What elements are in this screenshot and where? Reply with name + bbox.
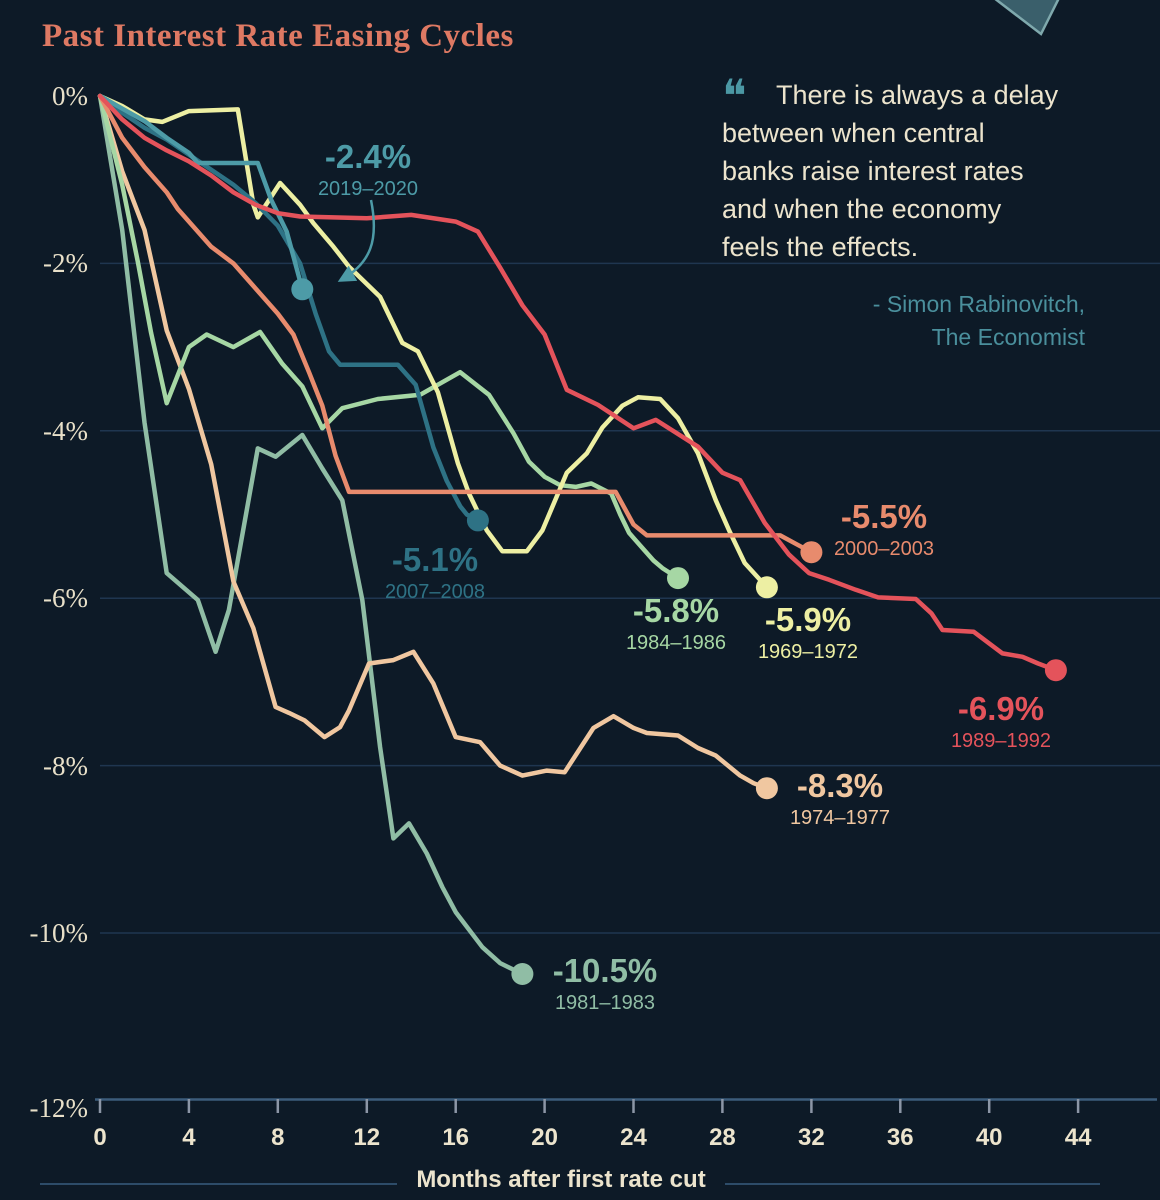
x-tick-label: 44 (1064, 1124, 1092, 1151)
series-dot-2019-2020 (291, 278, 314, 301)
series-dot-1989-1992 (1044, 659, 1067, 682)
quote-block: ❝ There is always a delay between when c… (722, 70, 1100, 266)
quote-line: between when central (722, 118, 985, 148)
x-tick-label: 12 (353, 1124, 381, 1151)
y-tick-label: -4% (43, 415, 88, 446)
x-tick-label: 32 (798, 1124, 825, 1151)
series-end-value: -10.5% (552, 952, 658, 989)
series-years: 1984–1986 (625, 632, 727, 654)
y-tick-label: -12% (29, 1093, 88, 1124)
quote-line: banks raise interest rates (722, 156, 1024, 186)
series-label-1981-1983: -10.5% 1981–1983 (465, 952, 745, 1015)
x-tick-label: 0 (93, 1124, 107, 1151)
quote-icon: ❝ (722, 70, 747, 122)
x-tick-label: 36 (886, 1124, 914, 1151)
series-dot-1984-1986 (667, 567, 689, 590)
series-line-2000-2003 (97, 93, 814, 555)
x-tick-label: 8 (271, 1124, 285, 1151)
series-end-value: -5.8% (632, 592, 720, 629)
quote-line: There is always a delay (776, 80, 1059, 110)
x-axis-group (95, 1098, 1157, 1113)
quote-line: feels the effects. (722, 232, 919, 262)
series-dot-1974-1977 (755, 777, 778, 800)
annotation-arrow-icon (337, 199, 376, 282)
series-label-1989-1992: -6.9% 1989–1992 (861, 690, 1141, 753)
series-line-1974-1977 (97, 93, 770, 791)
corner-triangle-decoration (994, 0, 1060, 36)
series-end-value: -5.1% (391, 541, 479, 578)
series-years: 1981–1983 (554, 992, 656, 1014)
series-line-2019-2020 (97, 93, 305, 292)
series-end-value: -5.5% (840, 498, 928, 535)
series-dot-1969-1972 (755, 576, 778, 599)
series-line-1984-1986 (97, 93, 681, 581)
series-end-value: -6.9% (957, 690, 1045, 727)
x-tick-label: 40 (975, 1124, 1003, 1151)
x-axis-title: Months after first rate cut (416, 1166, 706, 1193)
x-tick-label: 16 (442, 1124, 470, 1151)
page-title: Past Interest Rate Easing Cycles (42, 18, 514, 54)
y-tick-label: -8% (43, 750, 88, 781)
series-end-value: -8.3% (796, 767, 884, 804)
series-end-value: -5.9% (764, 601, 852, 638)
series-dot-1981-1983 (511, 963, 534, 985)
y-tick-label: 0% (52, 81, 88, 111)
x-tick-label: 20 (531, 1124, 558, 1151)
series-dot-2007-2008 (466, 509, 489, 532)
series-years: 2019–2020 (317, 178, 419, 200)
series-endpoint-dots-group (291, 278, 1067, 985)
series-label-2019-2020: -2.4% 2019–2020 (228, 138, 508, 201)
series-years: 1989–1992 (950, 730, 1052, 752)
series-lines-group (97, 93, 1059, 977)
x-tick-label: 28 (709, 1124, 736, 1151)
series-label-1974-1977: -8.3% 1974–1977 (700, 767, 980, 830)
y-tick-label: -10% (29, 918, 88, 948)
series-label-1969-1972: -5.9% 1969–1972 (668, 601, 948, 664)
series-years: 1974–1977 (789, 807, 891, 829)
x-tick-label: 4 (182, 1124, 196, 1151)
series-dot-2000-2003 (800, 541, 823, 564)
gridlines-group (100, 262, 1160, 934)
series-line-1989-1992 (97, 93, 1059, 673)
series-line-1969-1972 (97, 93, 770, 590)
series-label-2000-2003: -5.5% 2000–2003 (744, 498, 1024, 561)
series-years: 2000–2003 (833, 538, 935, 560)
y-tick-label: -2% (43, 248, 88, 279)
quote-attribution: - Simon Rabinovitch, The Economist (873, 288, 1085, 354)
quote-text: There is always a delay between when cen… (722, 76, 1100, 266)
series-end-value: -2.4% (324, 138, 412, 175)
series-line-1981-1983 (97, 93, 525, 977)
series-years: 1969–1972 (757, 641, 859, 663)
x-tick-label: 24 (620, 1124, 647, 1151)
series-years: 2007–2008 (384, 581, 486, 603)
y-tick-label: -6% (43, 583, 88, 614)
quote-attribution-name: - Simon Rabinovitch, (872, 291, 1085, 317)
series-label-1984-1986: -5.8% 1984–1986 (536, 592, 816, 655)
quote-attribution-source: The Economist (931, 324, 1085, 350)
series-label-2007-2008: -5.1% 2007–2008 (295, 541, 575, 604)
quote-line: and when the economy (722, 194, 1002, 224)
